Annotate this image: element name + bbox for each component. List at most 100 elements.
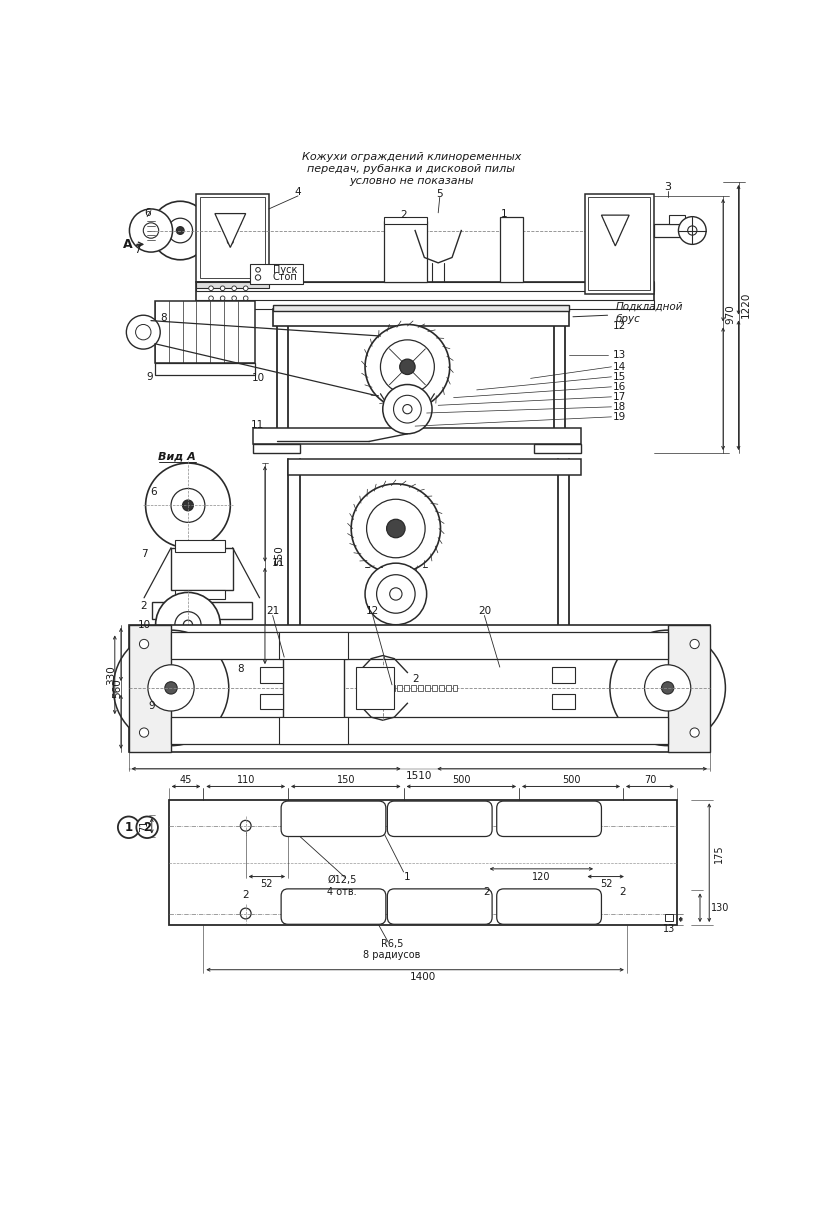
Text: 12: 12	[366, 605, 380, 616]
Bar	[254, 429, 580, 443]
FancyBboxPatch shape	[496, 801, 601, 836]
Circle shape	[365, 324, 449, 409]
Bar	[196, 282, 654, 291]
Text: Стоп: Стоп	[273, 273, 297, 282]
Circle shape	[690, 728, 699, 737]
Text: 71: 71	[139, 819, 149, 831]
Bar	[171, 548, 233, 591]
Text: 52: 52	[260, 879, 273, 889]
Circle shape	[690, 640, 699, 648]
Text: 2: 2	[620, 887, 627, 896]
Text: 6: 6	[144, 208, 150, 217]
Text: 45: 45	[180, 775, 192, 785]
Text: 7: 7	[134, 244, 141, 254]
Text: 13: 13	[613, 350, 627, 360]
Circle shape	[145, 463, 230, 548]
Text: 21: 21	[266, 605, 279, 616]
Circle shape	[394, 395, 422, 422]
Bar	[432, 685, 437, 691]
Text: 1220: 1220	[741, 291, 751, 318]
Circle shape	[118, 817, 139, 837]
Circle shape	[219, 220, 226, 226]
Bar	[254, 443, 300, 453]
Circle shape	[155, 592, 220, 657]
Text: 2: 2	[483, 887, 490, 896]
Text: 560: 560	[112, 678, 122, 698]
Text: Вид А: Вид А	[158, 452, 195, 462]
Bar	[260, 694, 283, 710]
Circle shape	[113, 630, 228, 745]
Bar	[200, 198, 265, 279]
Bar	[249, 264, 303, 284]
Circle shape	[227, 238, 234, 244]
Circle shape	[220, 286, 225, 291]
Text: 330: 330	[106, 664, 116, 685]
Bar	[273, 632, 596, 646]
Text: 9: 9	[146, 372, 153, 382]
Bar	[273, 306, 570, 312]
Circle shape	[365, 564, 427, 625]
Bar	[546, 646, 596, 656]
Text: 500: 500	[562, 775, 580, 785]
Bar	[418, 685, 423, 691]
Text: 11: 11	[250, 420, 264, 430]
Circle shape	[688, 226, 697, 235]
Polygon shape	[215, 214, 246, 248]
Bar	[404, 685, 409, 691]
Bar	[155, 301, 255, 363]
Circle shape	[606, 221, 611, 226]
Text: Ø12,5
4 отв.: Ø12,5 4 отв.	[327, 876, 357, 896]
Bar	[279, 632, 348, 659]
Circle shape	[610, 630, 726, 745]
Text: 19: 19	[613, 411, 627, 422]
Bar	[155, 363, 255, 375]
Bar	[665, 914, 673, 921]
Text: 5: 5	[437, 189, 443, 199]
Bar	[152, 602, 252, 619]
Text: 9: 9	[149, 701, 155, 711]
Bar	[273, 309, 570, 325]
Bar	[356, 667, 394, 710]
Bar	[439, 685, 444, 691]
Circle shape	[400, 359, 415, 375]
Bar	[552, 667, 575, 683]
Bar	[163, 691, 240, 701]
Text: 4: 4	[295, 187, 302, 196]
Circle shape	[366, 500, 425, 558]
Circle shape	[171, 489, 205, 522]
Bar	[552, 694, 575, 710]
Circle shape	[612, 237, 618, 242]
FancyBboxPatch shape	[281, 889, 386, 925]
Text: 550: 550	[274, 545, 284, 565]
Text: R6,5
8 радиусов: R6,5 8 радиусов	[364, 939, 421, 960]
Circle shape	[165, 682, 177, 694]
Text: 2: 2	[141, 600, 147, 610]
Text: 150: 150	[337, 775, 355, 785]
Text: 70: 70	[643, 775, 656, 785]
Bar	[175, 591, 225, 599]
Bar	[288, 459, 580, 474]
Bar	[260, 667, 283, 683]
Text: 8: 8	[160, 313, 166, 323]
Bar	[273, 646, 323, 656]
Circle shape	[283, 820, 293, 831]
Circle shape	[386, 519, 405, 538]
Text: 970: 970	[726, 305, 736, 324]
Circle shape	[351, 484, 440, 573]
Bar	[283, 657, 344, 720]
Text: 175: 175	[713, 844, 723, 863]
Bar	[171, 717, 668, 744]
Text: 52: 52	[600, 879, 612, 889]
Text: 10: 10	[252, 373, 265, 383]
Text: Кожухи ограждений клиноременных
передач, рубанка и дисковой пилы
условно не пока: Кожухи ограждений клиноременных передач,…	[302, 152, 521, 185]
Circle shape	[232, 296, 237, 301]
Text: 14: 14	[613, 362, 627, 372]
Bar	[588, 198, 650, 290]
Circle shape	[644, 664, 690, 711]
Polygon shape	[656, 677, 668, 700]
Text: Пуск: Пуск	[273, 265, 297, 275]
Circle shape	[403, 404, 412, 414]
Text: 15: 15	[613, 372, 627, 382]
Circle shape	[381, 340, 434, 394]
Circle shape	[255, 268, 260, 273]
